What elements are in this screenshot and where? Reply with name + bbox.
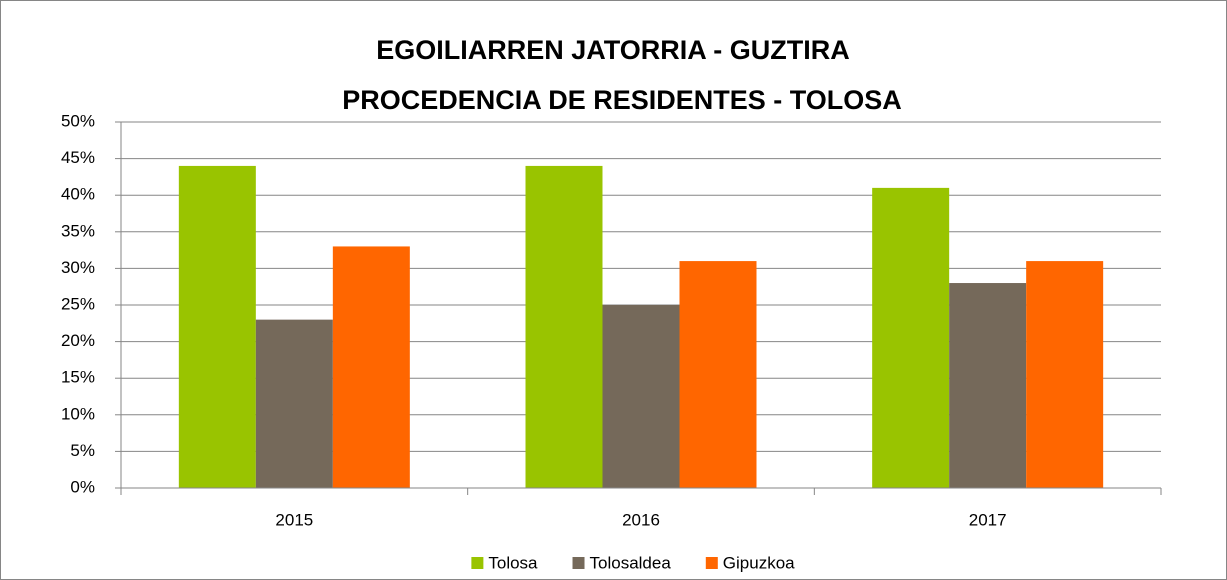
y-tick-label: 15% [61,368,95,387]
y-tick-label: 35% [61,221,95,240]
y-tick-label: 30% [61,258,95,277]
chart-title: EGOILIARREN JATORRIA - GUZTIRA [376,35,850,65]
bar [525,165,603,489]
bar [332,246,410,488]
bar [1026,261,1104,488]
legend-label: Tolosaldea [590,553,672,572]
x-tick-label: 2017 [969,510,1007,529]
chart-title: PROCEDENCIA DE RESIDENTES - TOLOSA [342,85,902,115]
legend-swatch [705,557,718,569]
y-tick-label: 50% [61,111,95,130]
y-tick-label: 25% [61,294,95,313]
y-tick-label: 20% [61,331,95,350]
bar [949,283,1027,488]
bar [255,319,333,488]
legend-swatch [471,557,484,569]
y-tick-label: 45% [61,148,95,167]
legend-label: Gipuzkoa [723,553,795,572]
x-tick-label: 2015 [275,510,313,529]
bar [602,305,680,488]
y-tick-label: 10% [61,404,95,423]
bar [679,261,757,488]
bar [178,165,256,489]
legend-swatch [572,557,585,569]
x-tick-label: 2016 [622,510,660,529]
bar [872,187,950,488]
y-tick-label: 40% [61,185,95,204]
y-tick-label: 5% [70,441,95,460]
y-tick-label: 0% [70,477,95,496]
legend-label: Tolosa [488,553,538,572]
